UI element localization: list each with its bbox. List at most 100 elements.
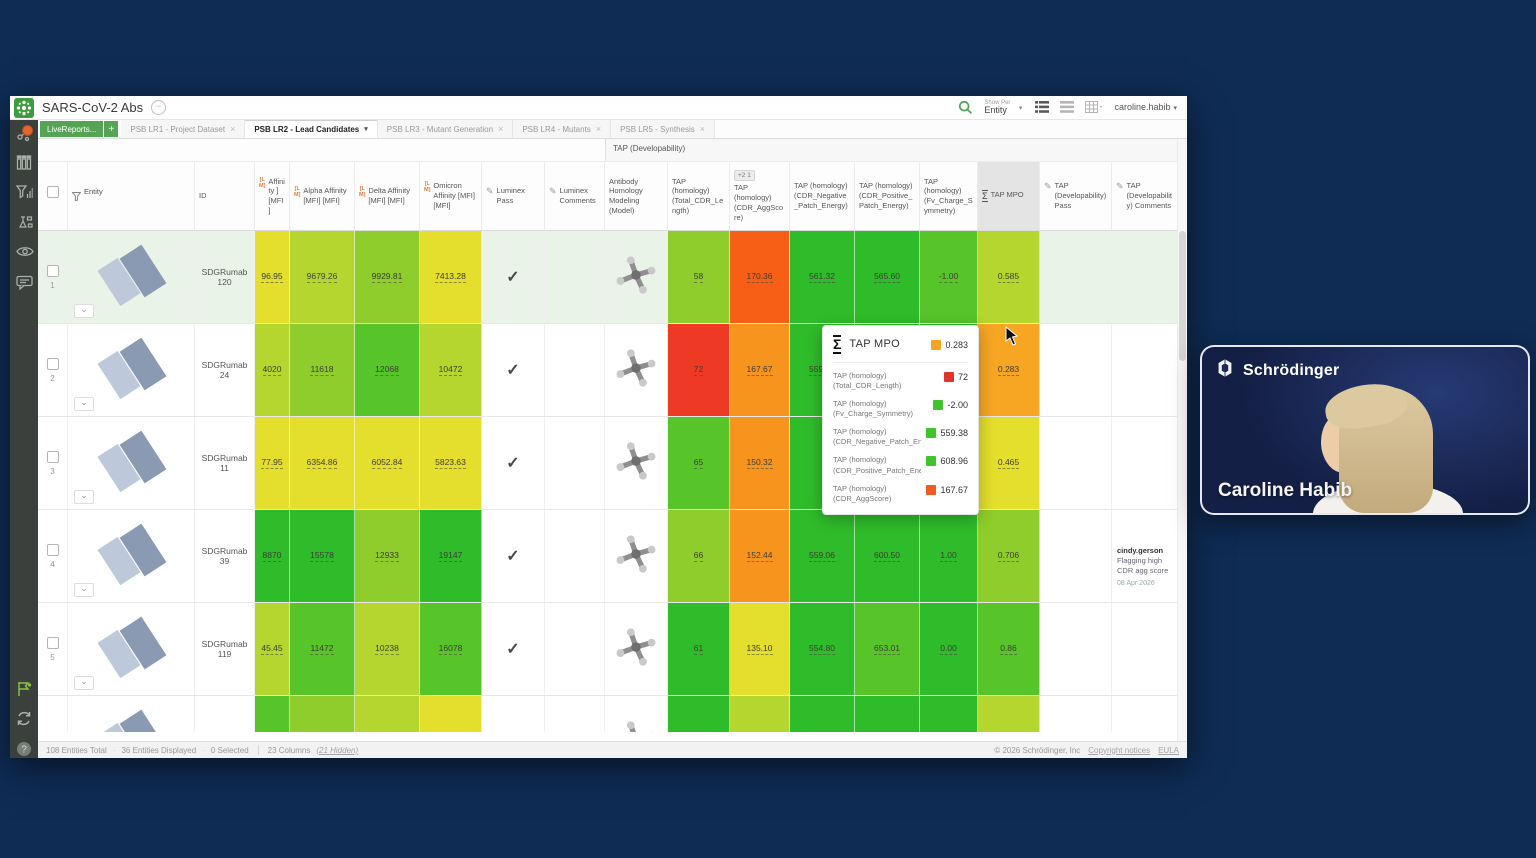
cell-mpo[interactable]: 0.86 [978, 603, 1040, 695]
column-header-dev_pass[interactable]: ✎ TAP (Developability) Pass [1040, 162, 1112, 230]
vertical-scrollbar[interactable] [1177, 139, 1187, 741]
collapse-icon[interactable] [151, 100, 167, 115]
antibody-model-image[interactable] [610, 718, 662, 732]
eula-link[interactable]: EULA [1158, 745, 1179, 755]
chevron-down-icon[interactable]: ▾ [364, 126, 368, 133]
column-header-mpo[interactable]: Σ TAP MPO [978, 162, 1040, 230]
expand-row-button[interactable]: ⌄ [74, 490, 94, 504]
cell-agg[interactable] [730, 696, 790, 732]
cell-cdr_len[interactable] [668, 696, 730, 732]
column-header-lum_pass[interactable]: ✎ Luminex Pass [482, 162, 545, 230]
show-per-dropdown[interactable]: Show Per Entity [984, 100, 1024, 116]
cell-alpha[interactable] [290, 696, 355, 732]
entity-structure-image[interactable] [97, 616, 167, 682]
tab-psb-lr3-mutant-generation[interactable]: PSB LR3 - Mutant Generation × [377, 120, 514, 138]
expand-row-button[interactable]: ⌄ [74, 583, 94, 597]
table-view-icon[interactable] [1085, 101, 1103, 114]
cell-pos[interactable]: 600.50 [855, 510, 920, 602]
antibody-model-image[interactable] [610, 253, 662, 302]
cell-mpo[interactable]: 0.585 [978, 231, 1040, 323]
livereports-button[interactable]: LiveReports... [40, 121, 104, 137]
column-header-fv[interactable]: TAP (homology) (Fv_Charge_Symmetry) [920, 162, 978, 230]
tab-psb-lr4-mutants[interactable]: PSB LR4 - Mutants × [513, 120, 612, 138]
antibody-model-image[interactable] [610, 439, 662, 488]
close-tab-icon[interactable]: × [699, 124, 706, 134]
entity-structure-image[interactable] [97, 244, 167, 310]
eye-icon[interactable] [15, 245, 34, 262]
cell-mpo[interactable]: 0.465 [978, 417, 1040, 509]
cell-delta[interactable]: 9929.81 [355, 231, 420, 323]
cell-alpha[interactable]: 11618 [290, 324, 355, 416]
add-livereport-button[interactable]: + [104, 121, 119, 137]
cell-neg[interactable]: 561.32 [790, 231, 855, 323]
entity-structure-image[interactable] [97, 523, 167, 589]
grid-view-icon[interactable] [1060, 101, 1075, 114]
cell-omicron[interactable]: 10472 [420, 324, 482, 416]
close-tab-icon[interactable]: × [230, 124, 236, 134]
column-header-entity[interactable]: Entity [68, 162, 195, 230]
copyright-notices-link[interactable]: Copyright notices [1088, 745, 1151, 755]
cell-omicron[interactable]: 7413.28 [420, 231, 482, 323]
expand-row-button[interactable]: ⌄ [74, 676, 94, 690]
tab-psb-lr1-project-dataset[interactable]: PSB LR1 - Project Dataset × [121, 120, 246, 138]
cell-cdr_len[interactable]: 72 [668, 324, 730, 416]
column-header-dev_com[interactable]: ✎ TAP (Developability) Comments [1112, 162, 1178, 230]
cell-aff1[interactable] [255, 696, 290, 732]
antibody-model-image[interactable] [610, 346, 662, 395]
entity-structure-image[interactable] [97, 709, 167, 732]
tab-psb-lr2-lead-candidates[interactable]: PSB LR2 - Lead Candidates ▾ [245, 120, 378, 138]
user-menu[interactable]: caroline.habib [1114, 102, 1177, 112]
cell-alpha[interactable]: 15578 [290, 510, 355, 602]
column-header-cdr_len[interactable]: TAP (homology) (Total_CDR_Length) [668, 162, 730, 230]
close-tab-icon[interactable]: × [595, 124, 602, 134]
cell-agg[interactable]: 150.32 [730, 417, 790, 509]
cell-cdr_len[interactable]: 65 [668, 417, 730, 509]
column-header-agg[interactable]: +2 1 TAP (homology) (CDR_AggScore) [730, 162, 790, 230]
search-icon[interactable] [958, 100, 973, 115]
cell-fv[interactable]: 1.00 [920, 510, 978, 602]
cell-omicron[interactable]: 5823.63 [420, 417, 482, 509]
entity-structure-image[interactable] [97, 337, 167, 403]
cell-alpha[interactable]: 6354.86 [290, 417, 355, 509]
close-tab-icon[interactable]: × [498, 124, 504, 134]
cell-delta[interactable] [355, 696, 420, 732]
cell-aff1[interactable]: 8870 [255, 510, 290, 602]
cell-neg[interactable]: 554.80 [790, 603, 855, 695]
models-icon[interactable] [16, 215, 33, 232]
cell-delta[interactable]: 12933 [355, 510, 420, 602]
expand-row-button[interactable]: ⌄ [74, 397, 94, 411]
flag-icon[interactable] [16, 681, 33, 698]
row-checkbox[interactable] [46, 450, 59, 463]
cell-agg[interactable]: 135.10 [730, 603, 790, 695]
cell-omicron[interactable]: 19147 [420, 510, 482, 602]
expand-row-button[interactable]: ⌄ [74, 304, 94, 318]
help-icon[interactable]: ? [16, 741, 33, 758]
cell-neg[interactable] [790, 696, 855, 732]
column-header-delta[interactable]: [L M] Delta Affinity [MFI] [MFI] [355, 162, 420, 230]
cell-pos[interactable] [855, 696, 920, 732]
cell-cdr_len[interactable]: 66 [668, 510, 730, 602]
tools-icon[interactable] [16, 125, 33, 142]
refresh-icon[interactable] [16, 711, 33, 728]
column-header-sel[interactable] [38, 162, 68, 230]
scrollbar-thumb[interactable] [1179, 231, 1186, 361]
columns-icon[interactable] [16, 155, 33, 172]
cell-aff1[interactable]: 4020 [255, 324, 290, 416]
cell-delta[interactable]: 12068 [355, 324, 420, 416]
cell-mpo[interactable] [978, 696, 1040, 732]
cell-omicron[interactable]: 16078 [420, 603, 482, 695]
cell-alpha[interactable]: 9679.26 [290, 231, 355, 323]
hidden-columns-link[interactable]: (21 Hidden) [316, 745, 359, 755]
cell-pos[interactable]: 653.01 [855, 603, 920, 695]
cell-omicron[interactable] [420, 696, 482, 732]
column-header-lum_com[interactable]: ✎ Luminex Comments [545, 162, 605, 230]
cell-aff1[interactable]: 96.95 [255, 231, 290, 323]
cell-agg[interactable]: 152.44 [730, 510, 790, 602]
column-header-pos[interactable]: TAP (homology) (CDR_Positive_Patch_Energ… [855, 162, 920, 230]
tab-psb-lr5-synthesis[interactable]: PSB LR5 - Synthesis × [611, 120, 716, 138]
row-checkbox[interactable] [46, 357, 59, 370]
cell-aff1[interactable]: 45.45 [255, 603, 290, 695]
entity-structure-image[interactable] [97, 430, 167, 496]
column-header-aff1[interactable]: [L M] Affinity ] [MFI] [255, 162, 290, 230]
cell-agg[interactable]: 167.67 [730, 324, 790, 416]
